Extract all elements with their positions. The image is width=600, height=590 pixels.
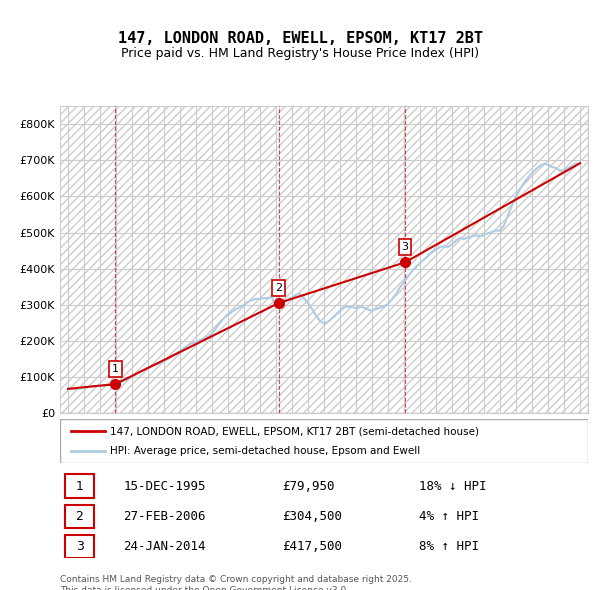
Text: £304,500: £304,500 <box>282 510 342 523</box>
Text: 2: 2 <box>76 510 83 523</box>
FancyBboxPatch shape <box>65 535 94 559</box>
Text: 2: 2 <box>275 283 282 293</box>
Text: 147, LONDON ROAD, EWELL, EPSOM, KT17 2BT (semi-detached house): 147, LONDON ROAD, EWELL, EPSOM, KT17 2BT… <box>110 427 479 436</box>
FancyBboxPatch shape <box>60 419 588 463</box>
Text: Price paid vs. HM Land Registry's House Price Index (HPI): Price paid vs. HM Land Registry's House … <box>121 47 479 60</box>
Text: 8% ↑ HPI: 8% ↑ HPI <box>419 540 479 553</box>
Text: 1: 1 <box>112 364 119 374</box>
Text: £417,500: £417,500 <box>282 540 342 553</box>
Text: Contains HM Land Registry data © Crown copyright and database right 2025.
This d: Contains HM Land Registry data © Crown c… <box>60 575 412 590</box>
Text: 24-JAN-2014: 24-JAN-2014 <box>124 540 206 553</box>
Text: 27-FEB-2006: 27-FEB-2006 <box>124 510 206 523</box>
FancyBboxPatch shape <box>65 474 94 498</box>
Text: £79,950: £79,950 <box>282 480 334 493</box>
Text: 1: 1 <box>76 480 83 493</box>
Text: 3: 3 <box>401 242 409 252</box>
Text: 147, LONDON ROAD, EWELL, EPSOM, KT17 2BT: 147, LONDON ROAD, EWELL, EPSOM, KT17 2BT <box>118 31 482 46</box>
FancyBboxPatch shape <box>65 504 94 528</box>
Text: 3: 3 <box>76 540 83 553</box>
Text: 4% ↑ HPI: 4% ↑ HPI <box>419 510 479 523</box>
Text: HPI: Average price, semi-detached house, Epsom and Ewell: HPI: Average price, semi-detached house,… <box>110 446 421 455</box>
Text: 15-DEC-1995: 15-DEC-1995 <box>124 480 206 493</box>
Text: 18% ↓ HPI: 18% ↓ HPI <box>419 480 487 493</box>
